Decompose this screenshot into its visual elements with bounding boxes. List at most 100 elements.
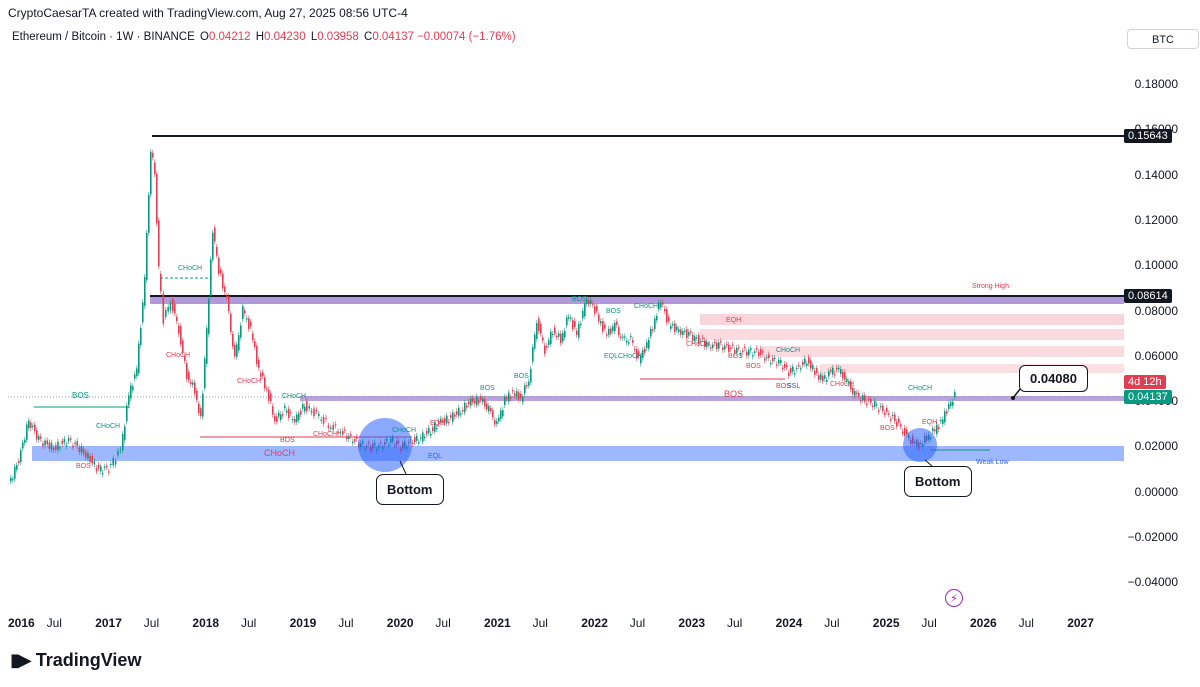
bottom-label-2019[interactable]: Bottom	[376, 474, 444, 505]
candle-body	[592, 303, 594, 305]
candle-body	[230, 313, 232, 332]
candle-body	[246, 318, 248, 320]
candle-body	[172, 299, 174, 312]
candle-body	[158, 220, 160, 267]
candle-body	[876, 404, 878, 406]
candle-body	[422, 432, 424, 442]
candle-body	[704, 340, 706, 347]
candle-body	[268, 389, 270, 401]
time-axis-tick: 2026	[970, 616, 997, 630]
candle-body	[636, 349, 638, 359]
candle-body	[456, 411, 458, 415]
candle-body	[432, 427, 434, 432]
candle-body	[734, 350, 736, 354]
candle-body	[904, 427, 906, 436]
candle-body	[46, 440, 49, 445]
candle-body	[240, 325, 242, 338]
smc-choch-label: CHoCH	[830, 381, 854, 388]
candle-body	[864, 395, 866, 402]
candle-body	[332, 425, 334, 430]
candle-body	[730, 347, 732, 350]
candle-body	[93, 461, 96, 465]
candle-body	[518, 392, 520, 400]
candle-body	[830, 370, 832, 372]
candle-body	[606, 334, 608, 336]
candle-body	[650, 328, 652, 337]
candle-body	[480, 396, 482, 401]
candle-body	[482, 398, 484, 403]
candle-body	[212, 232, 214, 260]
candle-body	[578, 324, 580, 338]
currency-button[interactable]: BTC	[1127, 29, 1199, 49]
candle-body	[434, 422, 436, 432]
candle-body	[680, 329, 682, 335]
candle-body	[252, 333, 254, 341]
candle-body	[236, 344, 238, 357]
candle-body	[736, 347, 738, 353]
candle-body	[822, 375, 824, 382]
smc-bos-label: BOS	[724, 389, 743, 399]
candle-body	[52, 448, 55, 451]
candle-body	[260, 373, 262, 377]
smc-bos-label: BOS	[572, 296, 587, 303]
candle-body	[868, 399, 870, 401]
time-axis-tick: Jul	[241, 616, 257, 630]
lightning-icon[interactable]: ⚡	[945, 589, 963, 607]
candle-body	[542, 337, 544, 341]
candle-body	[506, 397, 508, 399]
candle-body	[626, 340, 628, 343]
candle-body	[598, 314, 600, 322]
candle-body	[28, 420, 30, 429]
candle-body	[840, 369, 842, 374]
candle-body	[226, 295, 228, 298]
candle-body	[630, 336, 632, 338]
candle-body	[418, 442, 420, 444]
time-axis-tick: 2022	[581, 616, 608, 630]
candle-body	[334, 424, 337, 426]
candle-body	[520, 393, 522, 398]
tradingview-brand-text: TradingView	[35, 650, 142, 670]
candle-body	[256, 346, 258, 364]
candle-body	[690, 331, 692, 333]
candle-body	[696, 337, 698, 339]
time-axis-tick: 2023	[678, 616, 706, 630]
candle-body	[138, 343, 140, 374]
smc-choch-label: CHoCH	[166, 352, 190, 359]
candle-body	[858, 393, 860, 397]
candle-body	[42, 443, 44, 447]
candle-body	[234, 344, 236, 357]
candle-body	[652, 329, 654, 331]
candle-body	[886, 408, 888, 412]
candle-body	[512, 390, 514, 392]
price-callout[interactable]: 0.04080	[1019, 365, 1088, 392]
candle-body	[214, 227, 216, 242]
candle-body	[154, 162, 156, 174]
candle-body	[304, 406, 306, 412]
time-axis-tick: 2021	[484, 616, 511, 630]
bottom-label-2025[interactable]: Bottom	[904, 466, 972, 497]
candle-body	[846, 378, 848, 382]
time-axis-tick: 2025	[872, 616, 900, 630]
candle-body	[150, 151, 152, 195]
candle-body	[780, 360, 782, 363]
candle-body	[744, 346, 746, 349]
candle-body	[55, 445, 57, 450]
candle-body	[826, 379, 828, 382]
candle-body	[772, 357, 774, 362]
candle-body	[462, 410, 464, 412]
candle-body	[754, 351, 756, 353]
candle-body	[558, 333, 560, 337]
candle-body	[200, 408, 202, 417]
candle-body	[932, 428, 934, 432]
candle-body	[192, 382, 194, 385]
supply-zone-2	[700, 329, 1124, 340]
symbol-legend: Ethereum / Bitcoin · 1W · BINANCE O0.042…	[12, 31, 516, 43]
candle-body	[940, 419, 942, 422]
candle-body	[182, 340, 184, 353]
candle-body	[654, 318, 656, 330]
candle-body	[486, 403, 488, 410]
candle-body	[778, 360, 780, 364]
candle-body	[702, 337, 704, 339]
candle-body	[339, 431, 342, 434]
